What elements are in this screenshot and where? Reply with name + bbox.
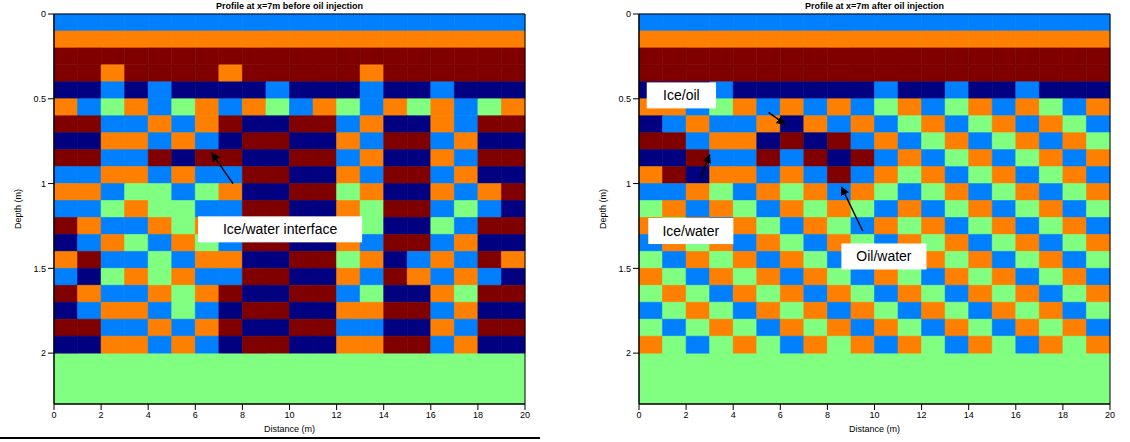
svg-text:8: 8: [825, 410, 830, 420]
svg-text:4: 4: [146, 410, 151, 420]
svg-text:20: 20: [1105, 410, 1115, 420]
svg-text:1: 1: [626, 179, 631, 189]
svg-text:Ice/water: Ice/water: [662, 223, 719, 239]
svg-text:Distance (m): Distance (m): [849, 424, 900, 434]
svg-text:Oil/water: Oil/water: [856, 248, 912, 264]
svg-text:2: 2: [626, 348, 631, 358]
svg-text:0: 0: [626, 9, 631, 19]
svg-text:10: 10: [284, 410, 294, 420]
html-text:Profile at x=7m before oil inj: Profile at x=7m before oil injection: [216, 1, 363, 11]
svg-text:1: 1: [41, 179, 46, 189]
svg-text:Depth (m): Depth (m): [13, 189, 23, 229]
svg-text:6: 6: [193, 410, 198, 420]
svg-text:16: 16: [1011, 410, 1021, 420]
html-text:Profile at x=7m after oil inje: Profile at x=7m after oil injection: [805, 1, 944, 11]
svg-text:14: 14: [379, 410, 389, 420]
svg-text:2: 2: [684, 410, 689, 420]
svg-text:8: 8: [240, 410, 245, 420]
svg-text:0.5: 0.5: [618, 94, 631, 104]
svg-text:Ice/oil: Ice/oil: [663, 87, 700, 103]
svg-text:0.5: 0.5: [33, 94, 46, 104]
svg-text:18: 18: [473, 410, 483, 420]
svg-text:0: 0: [636, 410, 641, 420]
svg-text:18: 18: [1058, 410, 1068, 420]
svg-text:1.5: 1.5: [33, 264, 46, 274]
svg-text:14: 14: [964, 410, 974, 420]
svg-text:4: 4: [731, 410, 736, 420]
svg-text:2: 2: [41, 348, 46, 358]
svg-text:Ice/water interface: Ice/water interface: [223, 221, 338, 237]
svg-text:6: 6: [778, 410, 783, 420]
svg-text:16: 16: [426, 410, 436, 420]
svg-text:Depth (m): Depth (m): [598, 189, 608, 229]
svg-text:10: 10: [869, 410, 879, 420]
svg-text:1.5: 1.5: [618, 264, 631, 274]
svg-text:0: 0: [51, 410, 56, 420]
svg-text:12: 12: [332, 410, 342, 420]
svg-text:2: 2: [99, 410, 104, 420]
svg-text:0: 0: [41, 9, 46, 19]
svg-text:20: 20: [520, 410, 530, 420]
svg-text:Distance (m): Distance (m): [264, 424, 315, 434]
svg-text:12: 12: [917, 410, 927, 420]
